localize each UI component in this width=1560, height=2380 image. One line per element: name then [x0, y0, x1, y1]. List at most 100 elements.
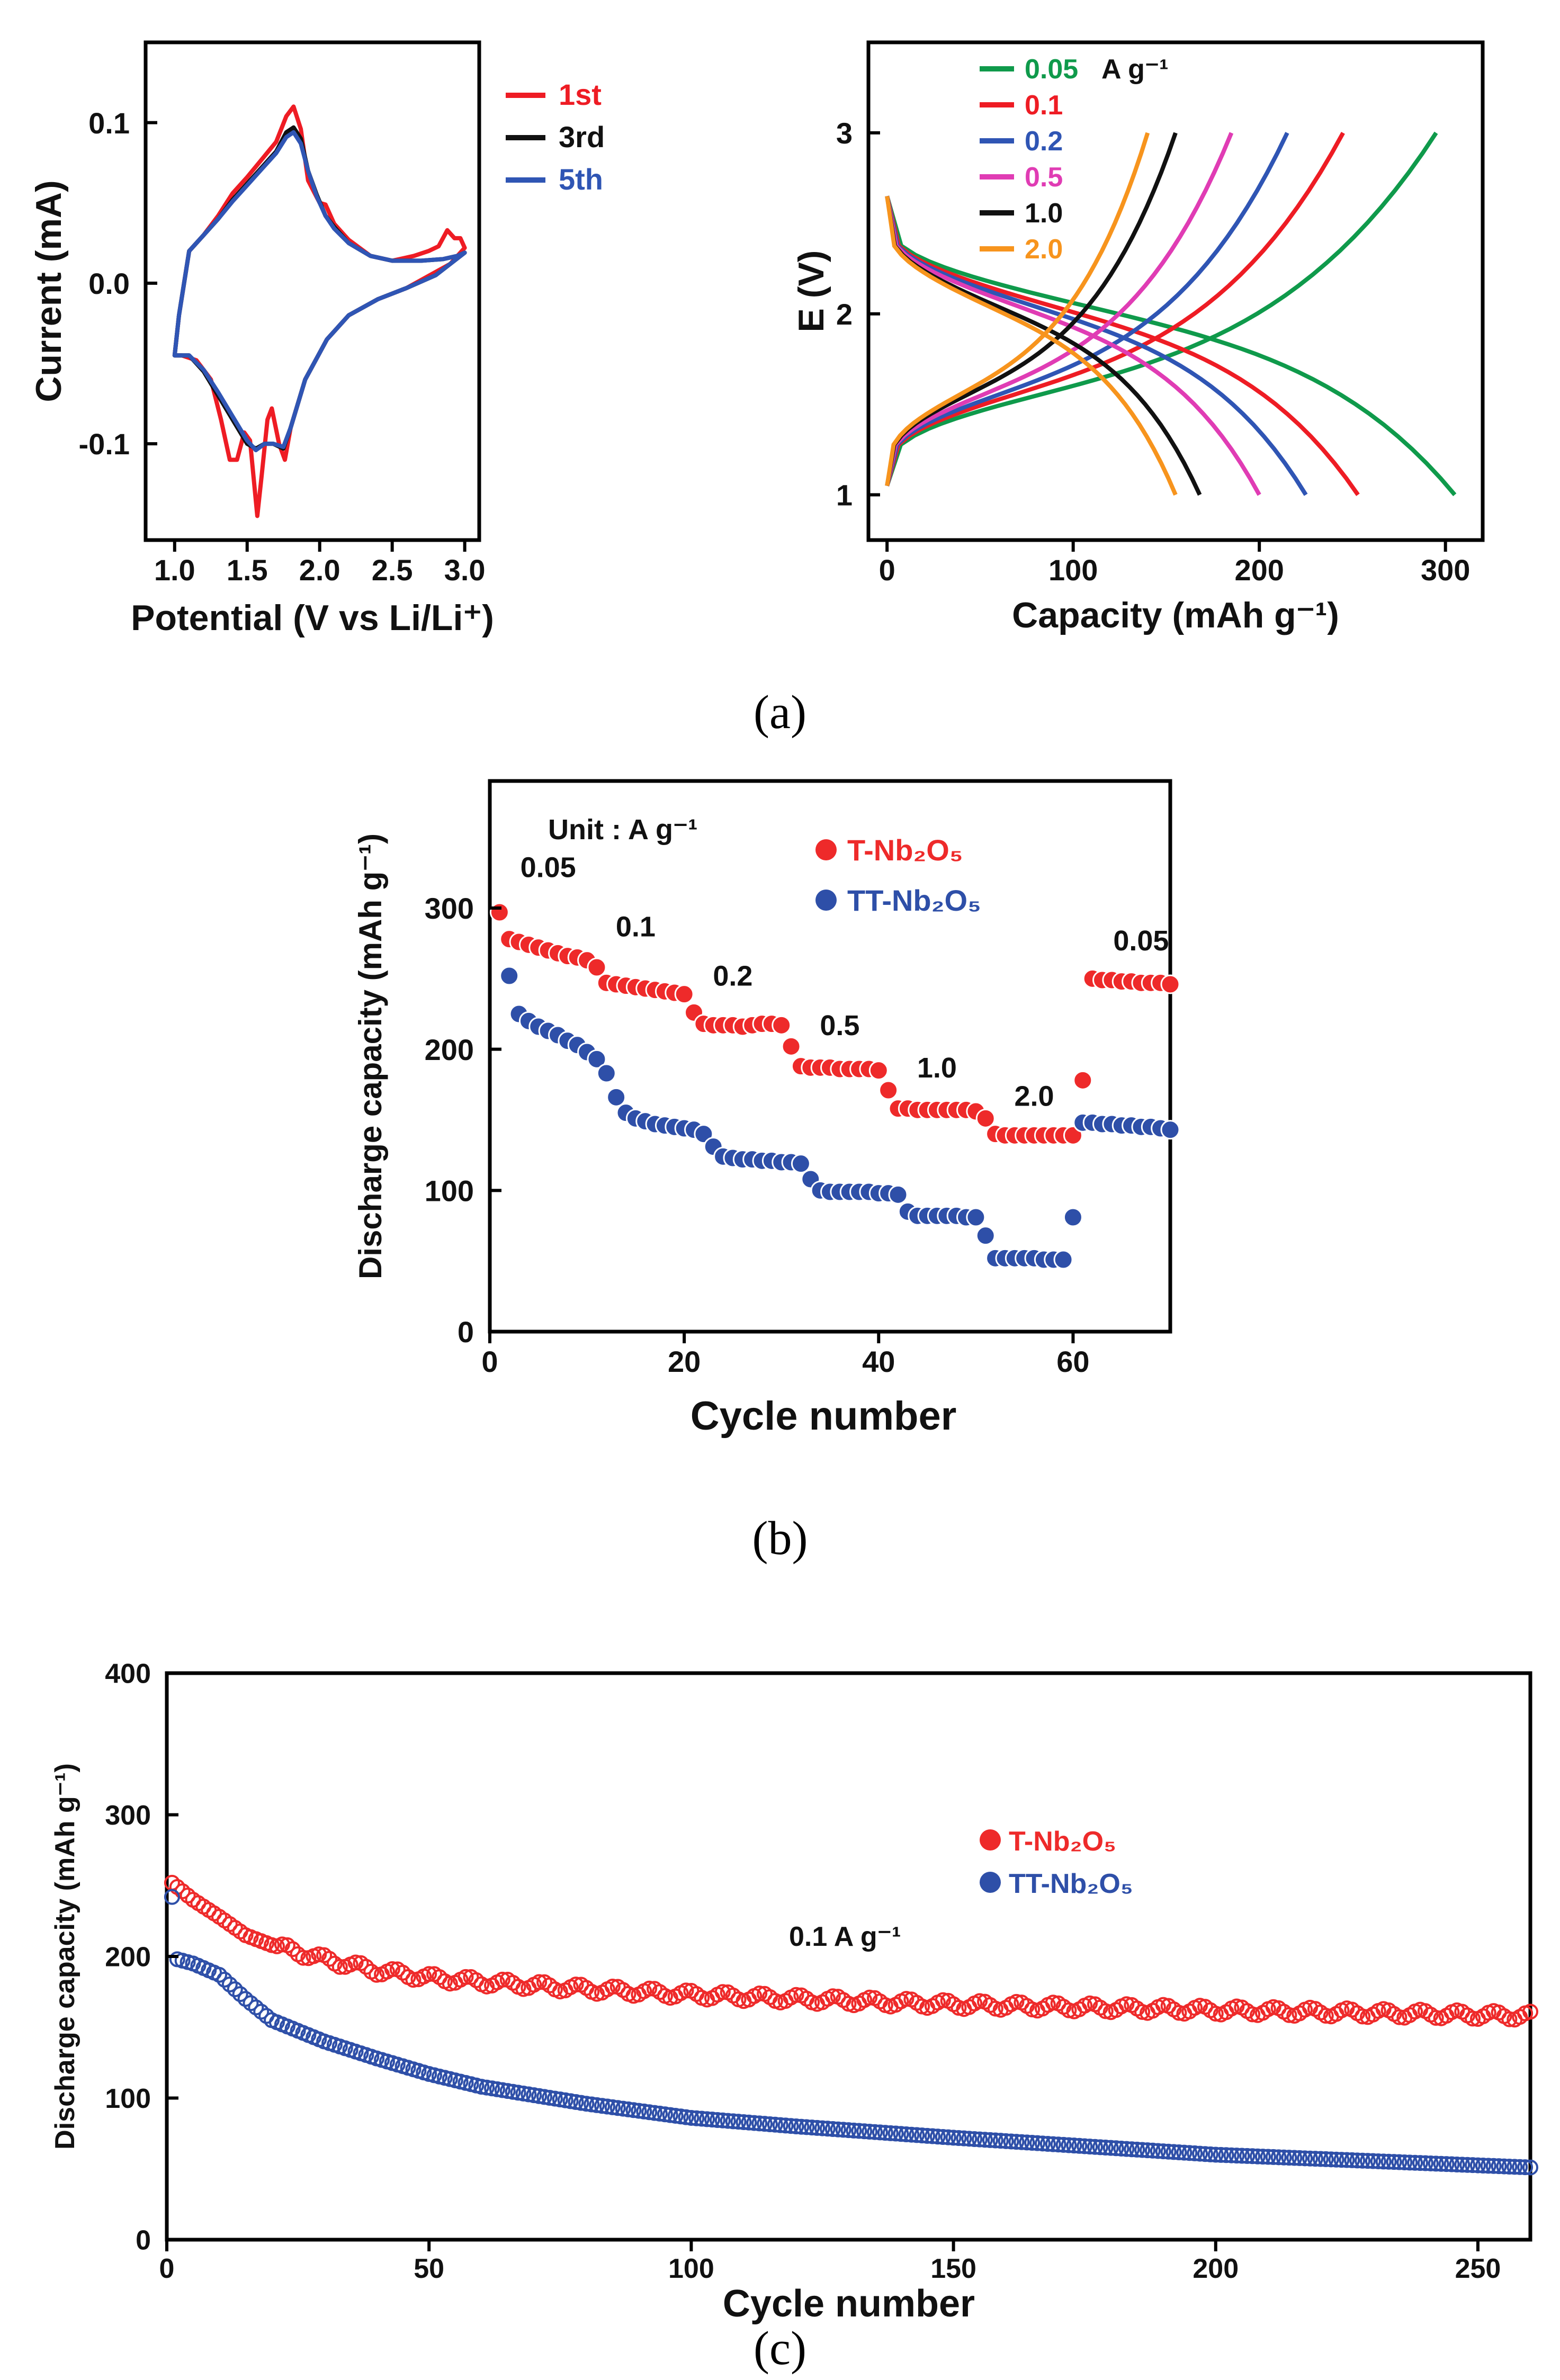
cycle-point-tt-260 — [1522, 2159, 1538, 2176]
cycle-point-tt-247 — [1454, 2157, 1471, 2173]
cycle-x-tick-label-2: 100 — [668, 2253, 714, 2284]
panel-label-b: (b) — [752, 1512, 808, 1565]
cycle-point-tt-204 — [1229, 2148, 1245, 2164]
rate-label-6: 0.05 — [1113, 925, 1169, 957]
cycle-x-axis-title: Cycle number — [723, 2283, 975, 2325]
cycle-point-tt-212 — [1270, 2149, 1287, 2166]
cycle-point-tt-62 — [484, 2080, 500, 2097]
cycle-point-tt-109 — [730, 2114, 747, 2130]
gcd-legend-label-4: 1.0 — [1025, 198, 1063, 229]
cycle-point-tt-160 — [998, 2133, 1014, 2149]
cycle-point-t-214 — [1281, 2007, 1297, 2023]
cycle-point-tt-146 — [924, 2128, 940, 2144]
rate-point-tt-59 — [1053, 1250, 1073, 1270]
cv-x-tick-label-4: 3.0 — [444, 553, 486, 587]
cycle-point-tt-158 — [987, 2132, 1003, 2149]
cycle-point-tt-228 — [1355, 2152, 1371, 2169]
rate-point-tt-70 — [1160, 1120, 1180, 1140]
cycle-point-tt-84 — [599, 2098, 615, 2115]
cycle-point-tt-193 — [1171, 2144, 1187, 2161]
cycle-point-t-169 — [1045, 1995, 1061, 2011]
rate-x-tick-label-1: 20 — [668, 1345, 701, 1378]
cycle-point-tt-196 — [1187, 2145, 1203, 2161]
cycle-point-tt-117 — [772, 2117, 788, 2133]
rate-point-tt-60 — [1063, 1207, 1083, 1227]
cycle-point-tt-164 — [1019, 2134, 1035, 2151]
cycle-point-tt-131 — [846, 2122, 862, 2139]
cycle-point-tt-246 — [1449, 2156, 1465, 2172]
cycle-point-t-99 — [678, 1982, 694, 1999]
gcd-chart: 0 100 200 300 1 2 3 Capacity (mAh g⁻¹) E (V) 0… — [791, 40, 1485, 635]
cycle-point-tt-111 — [741, 2114, 757, 2131]
gcd-x-tick-label-2: 200 — [1234, 553, 1284, 587]
rate-point-t-1 — [489, 902, 509, 922]
cycle-point-tt-10 — [211, 1966, 228, 1983]
cycle-point-tt-74 — [546, 2090, 563, 2107]
gcd-charge-1.0 — [885, 132, 1178, 487]
cycle-point-tt-136 — [872, 2124, 888, 2141]
cycle-point-tt-80 — [578, 2096, 595, 2112]
cycle-point-tt-189 — [1150, 2143, 1166, 2159]
cycle-point-t-26 — [295, 1950, 311, 1966]
cycle-point-tt-99 — [678, 2109, 694, 2125]
cycle-point-tt-83 — [594, 2098, 611, 2114]
cycle-point-tt-98 — [673, 2108, 689, 2125]
cycle-point-tt-147 — [929, 2128, 946, 2145]
cycle-point-tt-190 — [1155, 2143, 1171, 2160]
cycle-point-tt-179 — [1097, 2140, 1114, 2156]
cycle-point-tt-191 — [1160, 2143, 1177, 2160]
cycle-point-tt-182 — [1113, 2140, 1129, 2157]
cycle-point-tt-145 — [919, 2127, 936, 2144]
cycle-point-tt-198 — [1197, 2146, 1213, 2162]
cycle-point-tt-232 — [1375, 2153, 1392, 2170]
cycle-point-tt-163 — [1014, 2134, 1030, 2150]
cv-x-tick-label-3: 2.5 — [372, 553, 413, 587]
cycle-y-tick-label-0: 0 — [136, 2225, 151, 2256]
cycle-point-tt-249 — [1465, 2157, 1481, 2174]
gcd-discharge-2.0 — [885, 195, 1178, 496]
cycle-point-tt-254 — [1491, 2158, 1507, 2175]
rate-point-t-41 — [878, 1080, 899, 1100]
cycle-point-tt-244 — [1438, 2156, 1455, 2172]
cycle-rate-annotation: 0.1 A g⁻¹ — [789, 1921, 901, 1952]
cycle-point-tt-118 — [777, 2117, 794, 2134]
cycle-point-t-54 — [442, 1975, 458, 1992]
cycle-point-t-38 — [358, 1959, 374, 1975]
cycle-point-t-148 — [935, 1992, 951, 2008]
cv-y-tick-label-2: 0.1 — [88, 106, 130, 140]
cv-y-axis-title: Current (mA) — [29, 180, 69, 402]
cycle-point-tt-77 — [562, 2093, 579, 2109]
cycle-point-tt-115 — [761, 2116, 778, 2132]
cv-curve-1st — [172, 104, 467, 518]
cycle-point-tt-12 — [221, 1976, 238, 1992]
cycle-point-tt-97 — [667, 2107, 684, 2124]
cv-y-tick-label-1: 0.0 — [88, 267, 130, 300]
cycle-point-tt-73 — [541, 2089, 558, 2106]
cycle-point-tt-258 — [1512, 2159, 1528, 2175]
cycle-point-tt-67 — [510, 2085, 526, 2101]
cycle-point-tt-250 — [1469, 2157, 1486, 2174]
cycle-point-t-162 — [1008, 1993, 1025, 2010]
cv-x-axis-title: Potential (V vs Li/Li⁺) — [131, 598, 494, 638]
cycle-point-t-106 — [714, 1984, 731, 2000]
cycle-y-axis-title: Discharge capacity (mAh g⁻¹) — [50, 1763, 80, 2150]
cycle-point-tt-106 — [714, 2112, 731, 2128]
gcd-x-tick-label-0: 0 — [879, 553, 895, 587]
cycle-point-tt-170 — [1050, 2136, 1066, 2153]
cycle-point-tt-199 — [1202, 2146, 1218, 2162]
cycle-point-t-36 — [347, 1954, 364, 1971]
cycle-point-t-228 — [1355, 2008, 1371, 2025]
cycle-point-tt-166 — [1029, 2135, 1046, 2151]
rate-point-tt-2 — [499, 966, 519, 986]
cycle-point-tt-194 — [1176, 2144, 1193, 2161]
cv-curve-5th — [172, 130, 467, 453]
cycle-point-t-242 — [1428, 2010, 1444, 2026]
cycle-point-tt-248 — [1459, 2157, 1476, 2173]
cycle-point-t-31 — [321, 1951, 338, 1967]
cycle-point-tt-123 — [804, 2119, 820, 2136]
cycle-point-tt-172 — [1061, 2137, 1077, 2153]
cycle-point-t-33 — [331, 1959, 348, 1975]
cv-plot-frame — [144, 40, 481, 542]
cycle-point-tt-101 — [688, 2110, 705, 2126]
